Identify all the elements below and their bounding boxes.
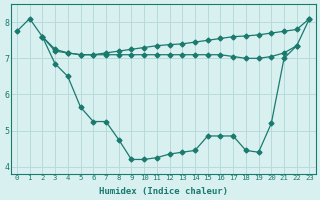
X-axis label: Humidex (Indice chaleur): Humidex (Indice chaleur) [99, 187, 228, 196]
